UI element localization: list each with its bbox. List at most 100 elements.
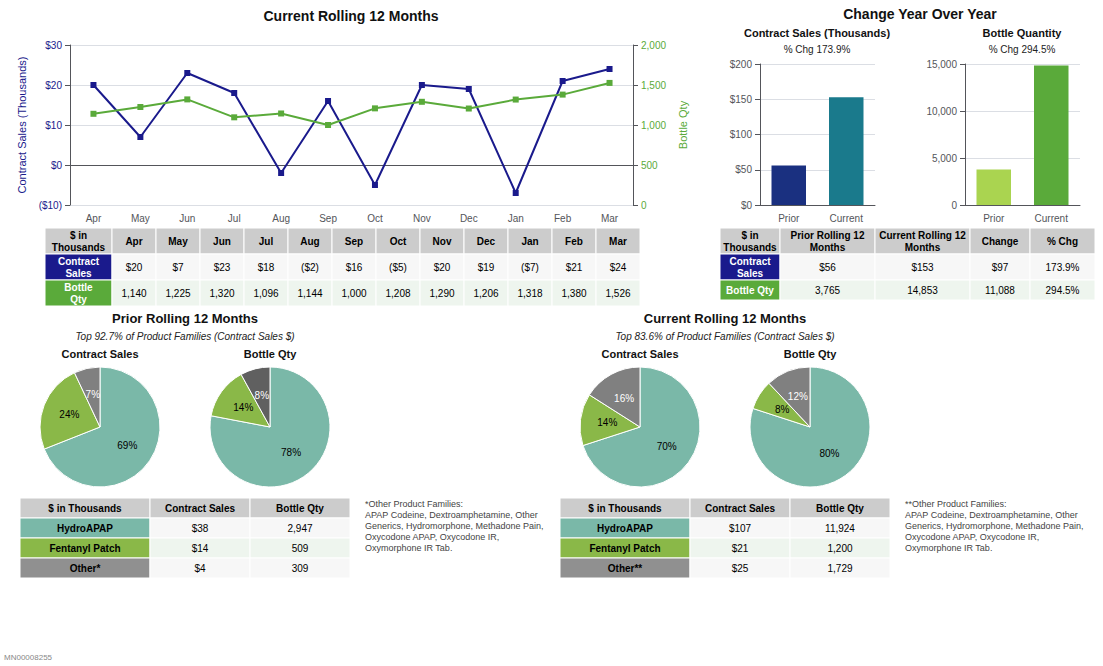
svg-text:$150: $150: [730, 94, 753, 105]
svg-text:$14: $14: [192, 543, 209, 554]
svg-text:1,200: 1,200: [827, 543, 852, 554]
svg-text:$19: $19: [478, 262, 495, 273]
svg-text:Jan: Jan: [508, 213, 524, 224]
svg-text:Qty: Qty: [70, 294, 87, 305]
svg-text:$0: $0: [741, 200, 753, 211]
svg-text:$100: $100: [730, 129, 753, 140]
svg-text:Months: Months: [810, 242, 846, 253]
svg-text:($2): ($2): [301, 262, 319, 273]
svg-text:Apr: Apr: [86, 213, 102, 224]
svg-text:2,000: 2,000: [641, 40, 666, 51]
svg-text:Mar: Mar: [609, 236, 627, 247]
svg-text:Other**: Other**: [608, 563, 643, 574]
svg-text:Current: Current: [1035, 213, 1069, 224]
svg-text:Prior: Prior: [983, 213, 1005, 224]
svg-text:509: 509: [292, 543, 309, 554]
svg-text:Nov: Nov: [433, 236, 452, 247]
svg-text:Sales: Sales: [65, 268, 92, 279]
svg-text:80%: 80%: [819, 448, 839, 459]
svg-text:$56: $56: [819, 262, 836, 273]
svg-text:$23: $23: [214, 262, 231, 273]
svg-text:$ in Thousands: $ in Thousands: [48, 503, 122, 514]
svg-text:Sep: Sep: [345, 236, 363, 247]
svg-text:500: 500: [641, 160, 658, 171]
svg-text:Prior Rolling 12: Prior Rolling 12: [791, 230, 865, 241]
svg-text:% Chg 173.9%: % Chg 173.9%: [784, 44, 851, 55]
svg-text:HydroAPAP: HydroAPAP: [597, 523, 653, 534]
svg-text:$107: $107: [729, 523, 752, 534]
svg-text:Contract Sales: Contract Sales: [165, 503, 235, 514]
svg-text:Oct: Oct: [367, 213, 383, 224]
svg-text:1,144: 1,144: [297, 288, 322, 299]
svg-text:Nov: Nov: [413, 213, 431, 224]
svg-text:$ in: $ in: [70, 230, 87, 241]
svg-text:Thousands: Thousands: [723, 242, 777, 253]
svg-text:% Chg: % Chg: [1047, 236, 1078, 247]
svg-text:Bottle: Bottle: [64, 282, 93, 293]
svg-text:May: May: [168, 236, 188, 247]
svg-text:$ in Thousands: $ in Thousands: [588, 503, 662, 514]
svg-text:24%: 24%: [59, 409, 79, 420]
svg-text:Bottle Qty: Bottle Qty: [677, 100, 689, 149]
svg-text:Contract Sales (Thousands): Contract Sales (Thousands): [16, 57, 28, 194]
svg-text:($7): ($7): [521, 262, 539, 273]
svg-text:1,290: 1,290: [429, 288, 454, 299]
svg-text:1,225: 1,225: [165, 288, 190, 299]
svg-text:Bottle Qty: Bottle Qty: [726, 285, 774, 296]
svg-text:$0: $0: [51, 160, 63, 171]
svg-text:Change: Change: [982, 236, 1019, 247]
svg-text:16%: 16%: [614, 393, 634, 404]
svg-text:7%: 7%: [86, 389, 101, 400]
svg-text:Oxymorphone IR Tab.: Oxymorphone IR Tab.: [905, 543, 992, 553]
svg-text:$18: $18: [258, 262, 275, 273]
svg-text:309: 309: [292, 563, 309, 574]
svg-text:Current: Current: [830, 213, 864, 224]
svg-text:$97: $97: [992, 262, 1009, 273]
svg-text:14,853: 14,853: [907, 285, 938, 296]
svg-text:Jul: Jul: [259, 236, 274, 247]
svg-text:1,500: 1,500: [641, 80, 666, 91]
svg-text:Contract: Contract: [729, 256, 771, 267]
svg-text:Jun: Jun: [179, 213, 195, 224]
svg-text:$30: $30: [45, 40, 62, 51]
svg-text:14%: 14%: [597, 417, 617, 428]
svg-text:$20: $20: [434, 262, 451, 273]
svg-text:$20: $20: [45, 80, 62, 91]
svg-text:*Other Product Families:: *Other Product Families:: [365, 499, 463, 509]
svg-text:Sep: Sep: [319, 213, 337, 224]
svg-text:0: 0: [951, 200, 957, 211]
svg-text:$38: $38: [192, 523, 209, 534]
svg-text:$16: $16: [346, 262, 363, 273]
svg-text:10,000: 10,000: [926, 106, 957, 117]
svg-text:Generics, Hydromorphone, Metha: Generics, Hydromorphone, Methadone Pain,: [365, 521, 544, 531]
svg-text:$ in: $ in: [741, 230, 758, 241]
svg-text:Thousands: Thousands: [52, 242, 106, 253]
svg-text:$20: $20: [126, 262, 143, 273]
svg-text:Current Rolling 12: Current Rolling 12: [879, 230, 966, 241]
svg-text:1,096: 1,096: [253, 288, 278, 299]
svg-text:14%: 14%: [233, 402, 253, 413]
svg-text:5,000: 5,000: [932, 153, 957, 164]
svg-text:MN00008255: MN00008255: [4, 653, 53, 662]
svg-text:8%: 8%: [775, 404, 790, 415]
svg-text:($10): ($10): [39, 200, 62, 211]
svg-text:$50: $50: [735, 164, 752, 175]
svg-text:78%: 78%: [281, 447, 301, 458]
svg-text:Contract Sales: Contract Sales: [601, 348, 678, 360]
svg-text:1,140: 1,140: [121, 288, 146, 299]
svg-text:2,947: 2,947: [287, 523, 312, 534]
svg-text:Change Year Over Year: Change Year Over Year: [843, 6, 997, 22]
svg-text:$7: $7: [172, 262, 184, 273]
svg-text:**Other Product Families:: **Other Product Families:: [905, 499, 1007, 509]
svg-text:$4: $4: [194, 563, 206, 574]
svg-text:Jul: Jul: [228, 213, 241, 224]
svg-text:Fentanyl Patch: Fentanyl Patch: [49, 543, 120, 554]
svg-text:APAP Codeine, Dextroamphetamin: APAP Codeine, Dextroamphetamine, Other: [905, 510, 1078, 520]
svg-text:($5): ($5): [389, 262, 407, 273]
svg-text:Bottle Qty: Bottle Qty: [276, 503, 324, 514]
svg-text:173.9%: 173.9%: [1046, 262, 1080, 273]
svg-text:Generics, Hydromorphone, Metha: Generics, Hydromorphone, Methadone Pain,: [905, 521, 1084, 531]
svg-text:1,729: 1,729: [827, 563, 852, 574]
svg-text:Prior: Prior: [778, 213, 800, 224]
svg-text:8%: 8%: [255, 390, 270, 401]
